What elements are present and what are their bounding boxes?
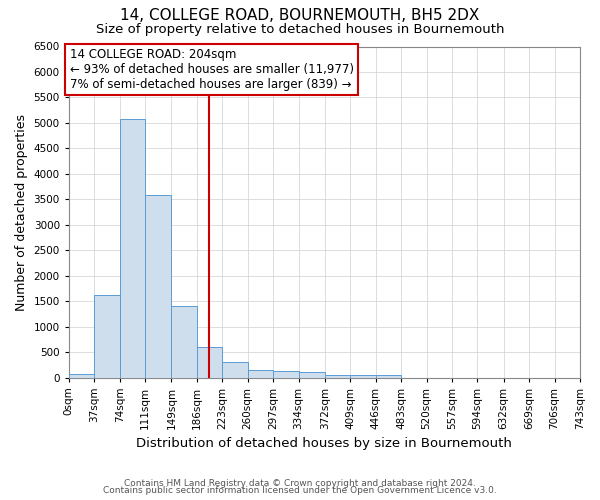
Text: Contains HM Land Registry data © Crown copyright and database right 2024.: Contains HM Land Registry data © Crown c… (124, 478, 476, 488)
Bar (94, 295, 120, 378)
Bar (69, 374, 94, 378)
Bar (120, 119, 145, 378)
X-axis label: Distribution of detached houses by size in Bournemouth: Distribution of detached houses by size … (136, 437, 512, 450)
Text: Size of property relative to detached houses in Bournemouth: Size of property relative to detached ho… (96, 22, 504, 36)
Bar (145, 196, 172, 378)
Bar (248, 370, 273, 378)
Bar (299, 372, 325, 378)
Bar (273, 371, 299, 378)
Bar (222, 362, 248, 378)
Text: 14 COLLEGE ROAD: 204sqm
← 93% of detached houses are smaller (11,977)
7% of semi: 14 COLLEGE ROAD: 204sqm ← 93% of detache… (70, 48, 353, 91)
Bar (172, 306, 197, 378)
Bar (197, 347, 222, 378)
Y-axis label: Number of detached properties: Number of detached properties (15, 114, 28, 310)
Text: Contains public sector information licensed under the Open Government Licence v3: Contains public sector information licen… (103, 486, 497, 495)
Text: 14, COLLEGE ROAD, BOURNEMOUTH, BH5 2DX: 14, COLLEGE ROAD, BOURNEMOUTH, BH5 2DX (121, 8, 479, 22)
Bar (376, 375, 401, 378)
Bar (350, 375, 376, 378)
Bar (325, 375, 350, 378)
